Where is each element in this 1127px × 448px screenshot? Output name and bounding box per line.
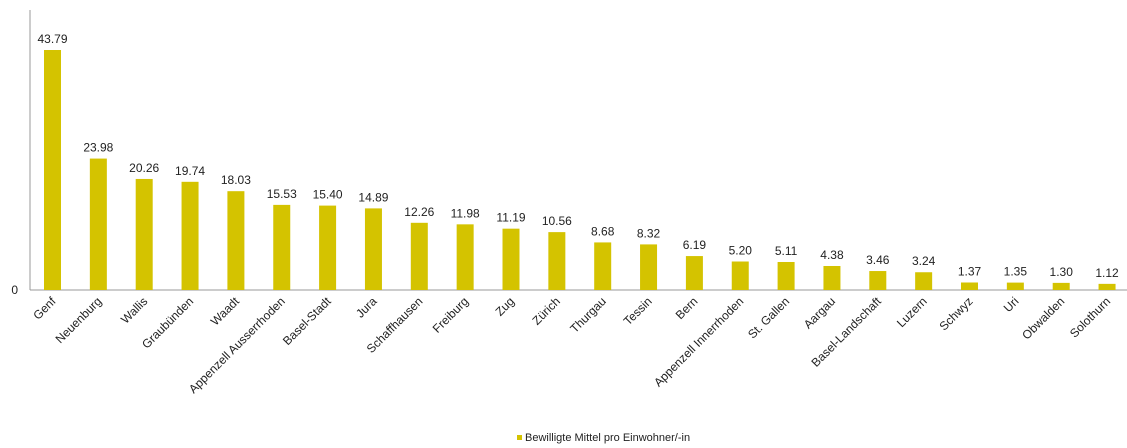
bar bbox=[1052, 282, 1070, 290]
category-label: St. Gallen bbox=[745, 294, 792, 341]
category-label: Obwalden bbox=[1019, 294, 1067, 342]
bar bbox=[135, 178, 153, 290]
bar bbox=[181, 181, 199, 290]
category-label: Jura bbox=[353, 294, 380, 321]
bar bbox=[364, 208, 382, 290]
category-label: Neuenburg bbox=[53, 294, 105, 346]
category-label: Freiburg bbox=[430, 294, 471, 335]
bar bbox=[915, 272, 933, 290]
y-tick-label: 0 bbox=[11, 283, 18, 297]
data-label: 43.79 bbox=[37, 32, 67, 46]
category-label: Uri bbox=[1001, 294, 1022, 315]
category-label: Zug bbox=[493, 294, 518, 319]
category-label: Thurgau bbox=[567, 294, 609, 336]
legend: Bewilligte Mittel pro Einwohner/-in bbox=[517, 432, 690, 444]
category-label: Appenzell Innerrhoden bbox=[651, 294, 746, 389]
bar bbox=[410, 222, 428, 290]
bar bbox=[869, 271, 887, 290]
data-label: 15.40 bbox=[313, 188, 343, 202]
bar bbox=[1006, 282, 1024, 290]
bar bbox=[823, 265, 841, 290]
bar bbox=[731, 261, 749, 290]
data-label: 8.68 bbox=[591, 224, 615, 238]
bar bbox=[273, 204, 291, 290]
category-label: Wallis bbox=[118, 294, 150, 326]
bar bbox=[319, 205, 337, 290]
bar bbox=[89, 158, 107, 290]
data-label: 23.98 bbox=[83, 141, 113, 155]
data-label: 11.98 bbox=[451, 206, 480, 220]
category-label: Bern bbox=[673, 294, 701, 322]
category-label: Aargau bbox=[801, 294, 838, 331]
category-label: Schwyz bbox=[936, 294, 975, 333]
category-label: Waadt bbox=[208, 294, 243, 329]
data-label: 15.53 bbox=[267, 187, 297, 201]
bar bbox=[594, 242, 612, 290]
data-label: 12.26 bbox=[404, 205, 434, 219]
category-label: Tessin bbox=[621, 294, 655, 328]
bar bbox=[685, 256, 703, 290]
data-label: 11.19 bbox=[496, 211, 525, 225]
data-label: 18.03 bbox=[221, 173, 251, 187]
data-label: 14.89 bbox=[358, 190, 388, 204]
data-label: 1.37 bbox=[958, 264, 982, 278]
bar bbox=[227, 191, 245, 290]
bar bbox=[1098, 283, 1116, 290]
data-label: 8.32 bbox=[637, 226, 661, 240]
data-label: 6.19 bbox=[683, 238, 707, 252]
data-label: 1.30 bbox=[1050, 265, 1074, 279]
bar bbox=[502, 228, 520, 290]
bar bbox=[777, 261, 795, 290]
bar bbox=[44, 50, 61, 290]
bar bbox=[456, 224, 474, 290]
data-label: 3.24 bbox=[912, 254, 936, 268]
bar bbox=[640, 244, 658, 290]
category-label: Genf bbox=[30, 294, 59, 323]
data-label: 10.56 bbox=[542, 214, 572, 228]
category-label: Luzern bbox=[894, 294, 930, 330]
data-label: 19.74 bbox=[175, 164, 205, 178]
bar bbox=[548, 232, 566, 290]
data-label: 1.12 bbox=[1095, 266, 1119, 280]
data-label: 5.11 bbox=[775, 244, 798, 258]
bar bbox=[961, 282, 978, 290]
data-label: 20.26 bbox=[129, 161, 159, 175]
legend-swatch bbox=[517, 435, 522, 440]
category-label: Appenzell Ausserrhoden bbox=[186, 294, 288, 396]
legend-label: Bewilligte Mittel pro Einwohner/-in bbox=[525, 432, 691, 444]
category-label: Zürich bbox=[529, 294, 562, 327]
category-label: Basel-Stadt bbox=[280, 294, 334, 348]
data-label: 1.35 bbox=[1004, 265, 1028, 279]
data-label: 5.20 bbox=[729, 244, 753, 258]
category-label: Solothurn bbox=[1067, 294, 1113, 340]
data-label: 3.46 bbox=[866, 253, 890, 267]
data-label: 4.38 bbox=[820, 248, 844, 262]
